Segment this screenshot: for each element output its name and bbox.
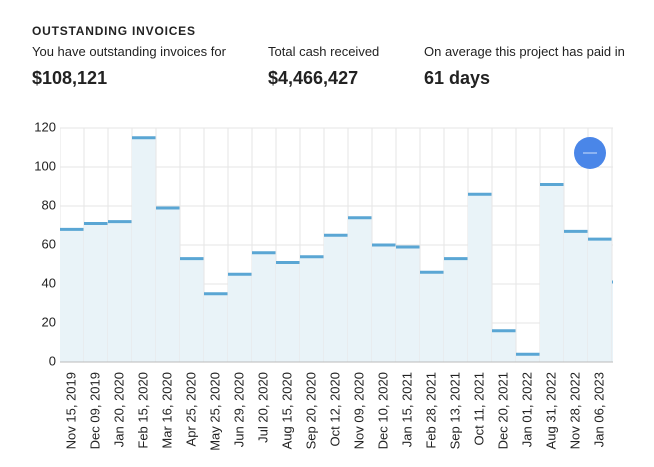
x-tick-label: Jan 20, 2020 — [111, 372, 126, 447]
x-tick-label: Dec 10, 2020 — [375, 372, 390, 449]
x-tick-label: Nov 28, 2022 — [567, 372, 582, 449]
bar — [60, 229, 84, 362]
bar — [204, 293, 228, 362]
x-tick-label: May 25, 2020 — [207, 372, 222, 451]
bar — [108, 221, 132, 362]
plot-area — [60, 127, 613, 363]
x-tick-label: Apr 25, 2020 — [183, 372, 198, 446]
bar — [372, 245, 396, 362]
bar — [156, 207, 180, 362]
bar — [324, 235, 348, 362]
stat-value: 61 days — [424, 68, 490, 88]
bar — [564, 231, 588, 362]
bar — [252, 252, 276, 362]
x-tick-label: Jul 20, 2020 — [255, 372, 270, 443]
stat-value: $108,121 — [32, 68, 107, 88]
bar — [588, 239, 612, 362]
x-tick-label: Jan 01, 2022 — [519, 372, 534, 447]
bar — [396, 246, 420, 362]
x-tick-label: Sep 20, 2020 — [303, 372, 318, 449]
bar — [516, 354, 540, 362]
bar — [300, 256, 324, 362]
bar — [132, 137, 156, 362]
stat-value: $4,466,427 — [268, 68, 358, 88]
bar — [444, 258, 468, 362]
bar — [84, 223, 108, 362]
bar — [180, 258, 204, 362]
x-tick-label: Nov 15, 2019 — [63, 372, 78, 449]
stat-label: On average this project has paid in — [424, 44, 625, 59]
bar — [540, 184, 564, 362]
bar — [420, 272, 444, 362]
x-tick-label: Aug 15, 2020 — [279, 372, 294, 449]
stat-label: You have outstanding invoices for — [32, 44, 227, 59]
y-tick-label: 0 — [49, 353, 56, 368]
bar — [276, 262, 300, 362]
y-tick-label: 60 — [42, 236, 56, 251]
x-tick-label: Oct 12, 2020 — [327, 372, 342, 446]
x-tick-label: Feb 15, 2020 — [135, 372, 150, 449]
bar — [492, 330, 516, 362]
section-title: OUTSTANDING INVOICES — [32, 24, 196, 38]
bar — [348, 217, 372, 362]
x-tick-label: Aug 31, 2022 — [543, 372, 558, 449]
x-tick-label: Feb 28, 2021 — [423, 372, 438, 449]
x-tick-label: Dec 09, 2019 — [87, 372, 102, 449]
y-tick-label: 20 — [42, 314, 56, 329]
x-tick-label: Jan 15, 2021 — [399, 372, 414, 447]
x-tick-label: Oct 11, 2021 — [471, 372, 486, 445]
bar — [612, 282, 613, 362]
y-tick-label: 120 — [34, 119, 56, 134]
y-tick-label: 80 — [42, 197, 56, 212]
x-tick-label: Sep 13, 2021 — [447, 372, 462, 449]
y-tick-label: 40 — [42, 275, 56, 290]
x-tick-label: Jun 29, 2020 — [231, 372, 246, 447]
x-tick-label: Dec 20, 2021 — [495, 372, 510, 449]
y-tick-label: 100 — [34, 158, 56, 173]
bar — [228, 274, 252, 362]
stat-label: Total cash received — [268, 44, 379, 59]
x-tick-label: Mar 16, 2020 — [159, 372, 174, 449]
x-tick-label: Nov 09, 2020 — [351, 372, 366, 449]
bar — [468, 194, 492, 362]
x-tick-label: Jan 06, 2023 — [591, 372, 606, 447]
